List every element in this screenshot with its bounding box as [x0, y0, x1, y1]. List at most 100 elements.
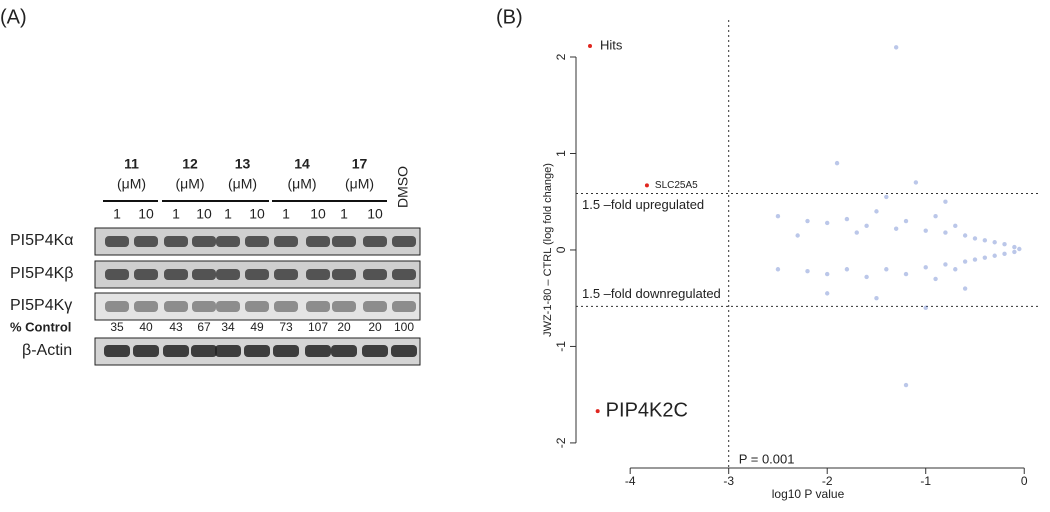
point: [943, 199, 948, 204]
point: [903, 271, 909, 277]
dose-label: 10: [249, 206, 265, 222]
point: [825, 271, 830, 277]
band: [192, 269, 216, 280]
point: [953, 267, 958, 272]
point: [775, 213, 781, 219]
unit-label: (μM): [117, 176, 146, 192]
band: [134, 269, 158, 280]
dose-label: 1: [340, 206, 348, 222]
band: [104, 345, 130, 357]
percent-value: 40: [139, 320, 153, 334]
band: [306, 269, 330, 280]
point: [805, 268, 810, 274]
band: [105, 236, 129, 247]
band: [363, 236, 387, 247]
point: [844, 267, 850, 272]
point: [1002, 241, 1007, 247]
dose-label: 10: [367, 206, 383, 222]
point: [844, 216, 850, 222]
percent-value: 43: [169, 320, 183, 334]
band: [216, 301, 240, 312]
point: [864, 274, 869, 280]
y-tick-label: 0: [554, 246, 568, 253]
unit-label: (μM): [345, 176, 374, 192]
y-axis-label: JWZ-1-80 – CTRL (log fold change): [542, 163, 554, 337]
band: [105, 301, 129, 312]
point: [1012, 249, 1017, 255]
legend-label: Hits: [600, 37, 623, 52]
point: [933, 276, 938, 282]
band: [164, 269, 188, 280]
point: [854, 230, 859, 235]
band: [216, 236, 240, 247]
point: [864, 223, 869, 229]
dose-label: 1: [224, 206, 232, 222]
dmso-label: DMSO: [395, 166, 411, 208]
point: [884, 194, 889, 200]
point: [874, 209, 879, 214]
band: [391, 345, 417, 357]
point: [962, 286, 968, 291]
compound-label: 11: [124, 156, 139, 172]
panel-label: (B): [496, 6, 523, 28]
band: [163, 345, 189, 357]
compound-label: 13: [235, 156, 251, 172]
point: [923, 228, 928, 233]
scatter-plot: -4 -3 -2 -1 0 -2 -1 0 1 2 log10 P value JWZ-1-80 – …: [542, 20, 1040, 501]
point: [825, 220, 830, 226]
point: [903, 382, 909, 388]
band: [274, 269, 298, 280]
percent-value: 35: [110, 320, 124, 334]
band: [363, 301, 387, 312]
band: [164, 301, 188, 312]
band: [192, 301, 216, 312]
annotation: P = 0.001: [739, 451, 795, 466]
dose-label: 1: [282, 206, 290, 222]
x-axis-label: log10 P value: [772, 487, 845, 501]
dose-label: 10: [196, 206, 212, 222]
y-tick-label: -1: [554, 341, 568, 352]
point: [992, 240, 997, 245]
percent-value: 20: [368, 320, 382, 334]
point: [943, 262, 948, 267]
point: [893, 45, 899, 50]
legend-marker: [588, 44, 592, 48]
row-label: PI5P4Kβ: [10, 265, 73, 282]
annotation: 1.5 –fold upregulated: [582, 197, 704, 212]
band: [191, 345, 217, 357]
x-tick-label: -3: [723, 474, 734, 488]
point: [972, 236, 978, 241]
y-tick-label: 2: [554, 53, 568, 60]
band: [216, 269, 240, 280]
point: [923, 305, 928, 311]
point: [962, 233, 968, 238]
unit-label: (μM): [228, 176, 257, 192]
point: [1012, 244, 1017, 250]
point: [982, 238, 988, 243]
hit-point: [644, 183, 649, 188]
point-label: SLC25A5: [655, 180, 698, 191]
western-blot: 11 (μM) 1 10 12 (μM) 1 10 13 (μM) 1 10 14 (μM) 1 10 17 (μ…: [10, 156, 421, 366]
x-tick-label: -1: [920, 474, 931, 488]
dose-label: 10: [138, 206, 154, 222]
point: [933, 213, 938, 219]
band: [392, 269, 416, 280]
band: [274, 301, 298, 312]
point: [884, 267, 889, 272]
percent-value: 100: [394, 320, 414, 334]
band: [332, 236, 356, 247]
band: [244, 345, 270, 357]
hit-point: [595, 409, 600, 414]
row-label: PI5P4Kα: [10, 232, 74, 249]
x-tick-label: -2: [822, 474, 833, 488]
compound-label: 17: [352, 156, 368, 172]
x-tick-label: -4: [625, 474, 636, 488]
unit-label: (μM): [287, 176, 316, 192]
band: [245, 301, 269, 312]
point: [825, 291, 830, 296]
panel-label: (A): [0, 6, 27, 28]
band: [245, 236, 269, 247]
band: [215, 345, 241, 357]
percent-value: 67: [197, 320, 211, 334]
